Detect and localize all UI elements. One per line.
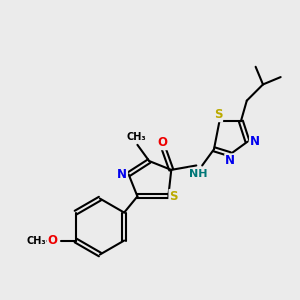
Text: N: N — [250, 135, 260, 148]
Text: NH: NH — [188, 169, 207, 179]
Text: O: O — [48, 234, 58, 247]
Text: S: S — [169, 190, 178, 203]
Text: CH₃: CH₃ — [26, 236, 46, 245]
Text: CH₃: CH₃ — [126, 132, 146, 142]
Text: N: N — [225, 154, 235, 167]
Text: O: O — [158, 136, 167, 149]
Text: S: S — [214, 108, 222, 121]
Text: N: N — [117, 168, 127, 181]
